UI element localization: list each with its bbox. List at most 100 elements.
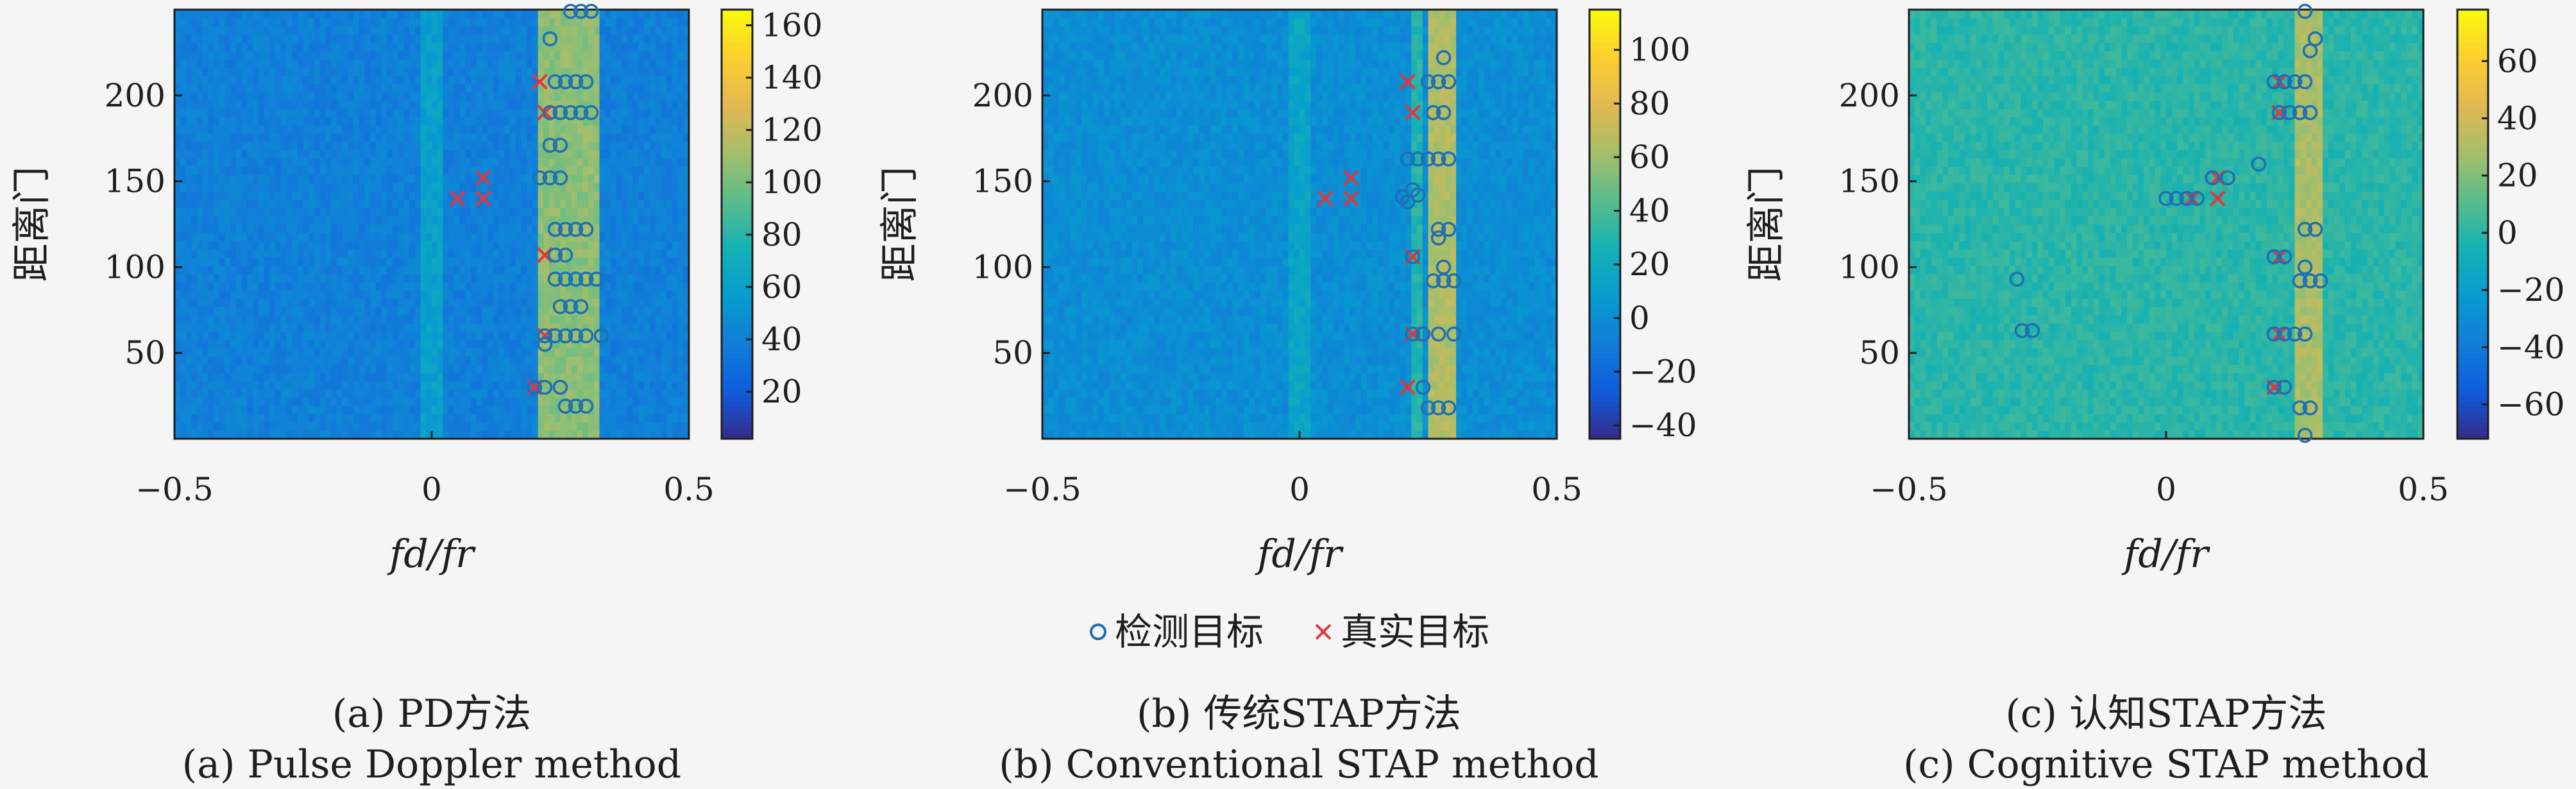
heatmap-cell bbox=[325, 26, 332, 35]
heatmap-cell bbox=[258, 108, 265, 117]
heatmap-cell bbox=[303, 92, 309, 101]
heatmap-cell bbox=[387, 59, 393, 68]
heatmap-cell bbox=[437, 10, 444, 19]
heatmap-cell bbox=[599, 34, 606, 44]
heatmap-cell bbox=[348, 100, 354, 109]
heatmap-cell bbox=[593, 100, 600, 109]
heatmap-cell bbox=[280, 216, 287, 225]
heatmap-cell bbox=[632, 249, 640, 258]
heatmap-cell bbox=[348, 117, 354, 126]
heatmap-cell bbox=[655, 100, 662, 109]
heatmap-cell bbox=[493, 59, 500, 68]
heatmap-cell bbox=[235, 348, 242, 357]
heatmap-cell bbox=[666, 216, 673, 225]
heatmap-cell bbox=[616, 42, 622, 51]
heatmap-cell bbox=[309, 59, 315, 68]
heatmap-cell bbox=[437, 373, 444, 382]
heatmap-cell bbox=[448, 207, 455, 217]
colorbar-segment bbox=[722, 412, 752, 418]
heatmap-cell bbox=[185, 174, 192, 183]
heatmap-cell bbox=[571, 141, 578, 151]
heatmap-cell bbox=[398, 273, 405, 283]
heatmap-cell bbox=[359, 149, 365, 159]
heatmap-cell bbox=[560, 273, 566, 283]
heatmap-cell bbox=[392, 373, 399, 382]
heatmap-cell bbox=[666, 183, 673, 192]
heatmap-cell bbox=[364, 117, 371, 126]
heatmap-cell bbox=[247, 405, 253, 415]
heatmap-cell bbox=[644, 26, 650, 35]
heatmap-cell bbox=[532, 249, 539, 258]
heatmap-cell bbox=[504, 257, 511, 266]
heatmap-cell bbox=[593, 315, 600, 324]
heatmap-cell bbox=[202, 199, 208, 208]
heatmap-cell bbox=[661, 92, 667, 101]
heatmap-cell bbox=[672, 34, 679, 44]
heatmap-cell bbox=[202, 257, 208, 266]
heatmap-cell bbox=[191, 298, 198, 307]
heatmap-cell bbox=[661, 249, 667, 258]
heatmap-cell bbox=[504, 397, 511, 407]
heatmap-cell bbox=[336, 414, 343, 423]
heatmap-cell bbox=[286, 298, 292, 307]
heatmap-cell bbox=[196, 117, 203, 126]
heatmap-cell bbox=[593, 133, 600, 142]
heatmap-cell bbox=[208, 34, 214, 44]
heatmap-cell bbox=[493, 42, 500, 51]
heatmap-cell bbox=[543, 51, 550, 60]
heatmap-cell bbox=[414, 34, 421, 44]
heatmap-cell bbox=[286, 92, 292, 101]
heatmap-cell bbox=[677, 158, 684, 167]
heatmap-cell bbox=[253, 10, 259, 19]
heatmap-cell bbox=[269, 67, 276, 76]
heatmap-cell bbox=[465, 17, 471, 27]
heatmap-cell bbox=[649, 67, 656, 76]
heatmap-cell bbox=[527, 158, 533, 167]
heatmap-cell bbox=[577, 414, 583, 423]
heatmap-cell bbox=[571, 34, 578, 44]
heatmap-cell bbox=[314, 34, 321, 44]
heatmap-cell bbox=[672, 207, 679, 217]
heatmap-cell bbox=[275, 265, 282, 275]
heatmap-cell bbox=[543, 323, 550, 332]
heatmap-cell bbox=[554, 92, 561, 101]
heatmap-cell bbox=[661, 323, 667, 332]
heatmap-cell bbox=[370, 216, 377, 225]
colorbar-tick-label: 20 bbox=[761, 373, 802, 411]
heatmap-cell bbox=[644, 10, 650, 19]
heatmap-cell bbox=[230, 100, 237, 109]
heatmap-cell bbox=[230, 273, 237, 283]
heatmap-cell bbox=[437, 108, 444, 117]
heatmap-cell bbox=[622, 17, 628, 27]
heatmap-cell bbox=[174, 249, 181, 258]
heatmap-cell bbox=[532, 298, 539, 307]
heatmap-cell bbox=[632, 323, 640, 332]
heatmap-cell bbox=[387, 141, 393, 151]
heatmap-cell bbox=[353, 422, 360, 431]
heatmap-cell bbox=[566, 191, 572, 200]
heatmap-cell bbox=[325, 216, 332, 225]
heatmap-cell bbox=[225, 183, 231, 192]
heatmap-cell bbox=[683, 389, 690, 398]
heatmap-cell bbox=[286, 282, 292, 291]
heatmap-cell bbox=[370, 133, 377, 142]
heatmap-cell bbox=[297, 224, 304, 233]
heatmap-cell bbox=[471, 17, 477, 27]
heatmap-cell bbox=[538, 282, 544, 291]
heatmap-cell bbox=[627, 100, 634, 109]
heatmap-cell bbox=[208, 373, 214, 382]
heatmap-cell bbox=[370, 183, 377, 192]
heatmap-cell bbox=[677, 149, 684, 159]
heatmap-cell bbox=[174, 414, 181, 423]
heatmap-cell bbox=[493, 273, 500, 283]
heatmap-cell bbox=[180, 298, 187, 307]
heatmap-cell bbox=[426, 174, 432, 183]
heatmap-cell bbox=[375, 430, 382, 439]
heatmap-cell bbox=[309, 34, 315, 44]
heatmap-cell bbox=[571, 430, 578, 439]
heatmap-cell bbox=[398, 380, 405, 390]
heatmap-cell bbox=[364, 75, 371, 85]
heatmap-cell bbox=[476, 67, 483, 76]
heatmap-cell bbox=[493, 257, 500, 266]
heatmap-cell bbox=[420, 92, 427, 101]
